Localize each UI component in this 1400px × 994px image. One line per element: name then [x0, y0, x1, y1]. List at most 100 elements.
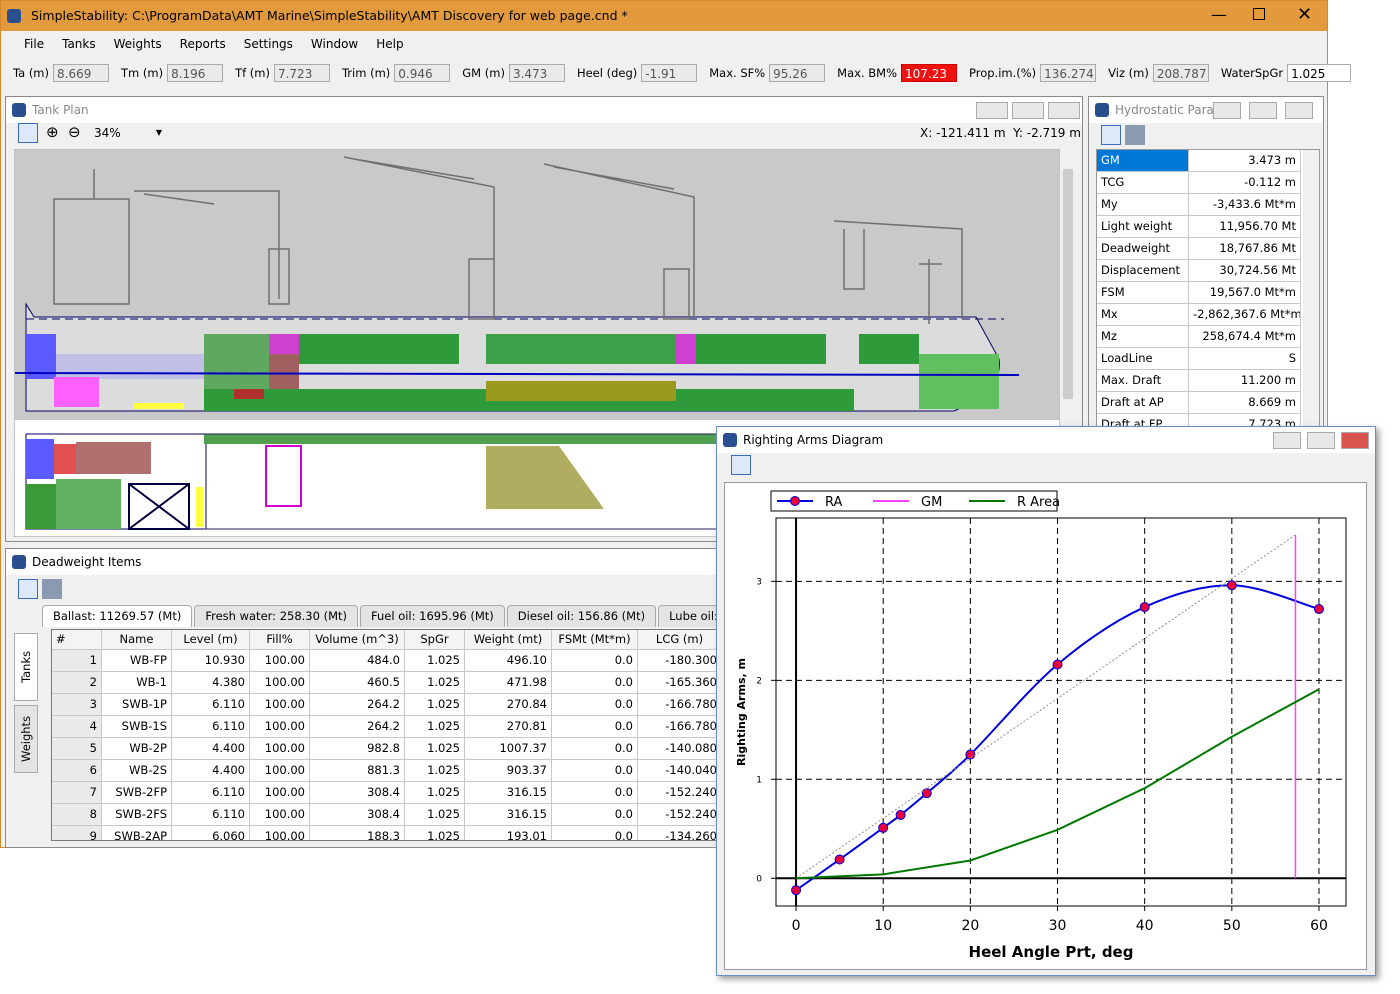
- zoom-in[interactable]: ⊕: [46, 123, 59, 141]
- menu-item[interactable]: Settings: [243, 37, 293, 51]
- row-value: 11,956.70 Mt: [1189, 216, 1301, 238]
- cell-value: 100.00: [250, 782, 310, 804]
- row-value: 30,724.56 Mt: [1189, 260, 1301, 282]
- maximize[interactable]: [1253, 8, 1265, 20]
- field-value: 107.23: [901, 64, 957, 82]
- row-number: 8: [52, 804, 102, 826]
- row-number: 4: [52, 716, 102, 738]
- row-number: 1: [52, 650, 102, 672]
- menu-item[interactable]: File: [24, 37, 45, 51]
- cell-value: 0.0: [552, 694, 638, 716]
- data-point: [1139, 602, 1150, 613]
- restore[interactable]: [1249, 102, 1277, 119]
- fit-button[interactable]: [18, 123, 38, 143]
- cell-value: 881.3: [310, 760, 405, 782]
- minimize[interactable]: [1213, 102, 1241, 119]
- row-label: FSM: [1097, 282, 1189, 304]
- export-button[interactable]: [731, 455, 751, 475]
- field-value: -1.91: [641, 64, 698, 82]
- menu-item[interactable]: Help: [376, 37, 404, 51]
- field-label: Viz (m): [1108, 66, 1149, 80]
- menu-item[interactable]: Weights: [113, 37, 162, 51]
- cell-value: SWB-2AP: [102, 826, 172, 840]
- cell-value: 1.025: [405, 826, 465, 840]
- field-label: Prop.im.(%): [969, 66, 1037, 80]
- side-tab[interactable]: Tanks: [14, 633, 38, 701]
- row-number: 6: [52, 760, 102, 782]
- column-header: FSMt (Mt*m): [552, 630, 638, 650]
- caption: Deadweight Items: [6, 549, 724, 575]
- field-value: 95.26: [769, 64, 826, 82]
- menu-item[interactable]: Reports: [179, 37, 226, 51]
- export-button[interactable]: [18, 579, 38, 599]
- row-label: My: [1097, 194, 1189, 216]
- zoom-select[interactable]: 34% ▼: [94, 126, 162, 140]
- caption: Hydrostatic Para...: [1089, 97, 1323, 123]
- minimize[interactable]: —: [1211, 5, 1227, 24]
- tab[interactable]: Fuel oil: 1695.96 (Mt): [360, 605, 505, 627]
- close[interactable]: ✕: [1297, 4, 1313, 25]
- ship-drawing: [14, 149, 1076, 537]
- data-point: [895, 809, 906, 820]
- cell-value: 6.110: [172, 804, 250, 826]
- field-value: 7.723: [273, 64, 330, 82]
- field-value: 208.787: [1152, 64, 1209, 82]
- close[interactable]: [1285, 102, 1313, 119]
- x-axis-label: Heel Angle Prt, deg: [969, 943, 1134, 961]
- cell-value: 0.0: [552, 672, 638, 694]
- data-point: [1052, 659, 1063, 670]
- minimize[interactable]: [976, 102, 1008, 119]
- tank-plan-title: Tank Plan: [32, 103, 89, 117]
- close[interactable]: [1048, 102, 1080, 119]
- row-value: -2,862,367.6 Mt*m: [1189, 304, 1301, 326]
- cell-value: 4.400: [172, 760, 250, 782]
- cell-value: 0.0: [552, 804, 638, 826]
- gm-reference-line: [795, 534, 1296, 879]
- column-header: LCG (m): [638, 630, 722, 650]
- menu-item[interactable]: Window: [310, 37, 359, 51]
- tab[interactable]: Diesel oil: 156.86 (Mt): [506, 605, 657, 627]
- caption: Tank Plan: [6, 97, 1082, 123]
- cell-value: 10.930: [172, 650, 250, 672]
- cell-value: -152.240: [638, 782, 722, 804]
- legend-label: GM: [921, 495, 942, 510]
- restore[interactable]: [1012, 102, 1044, 119]
- data-point: [878, 822, 889, 833]
- cell-value: 100.00: [250, 672, 310, 694]
- field-value: 8.669: [53, 64, 109, 82]
- data-point: [1226, 580, 1237, 591]
- settings-button[interactable]: [42, 579, 62, 599]
- y-tick-label: 1: [756, 775, 762, 785]
- minimize[interactable]: [1273, 432, 1301, 449]
- cell-value: 4.400: [172, 738, 250, 760]
- side-tab-strip: Tanks Weights: [14, 633, 38, 823]
- row-value: 11.200 m: [1189, 370, 1301, 392]
- field-label: WaterSpGr: [1220, 66, 1284, 80]
- cell-value: 0.0: [552, 760, 638, 782]
- close[interactable]: [1341, 432, 1369, 449]
- menu-item[interactable]: Tanks: [62, 37, 96, 51]
- cell-value: 264.2: [310, 716, 405, 738]
- y-tick-label: 0: [756, 874, 762, 884]
- side-tab[interactable]: Weights: [14, 705, 38, 773]
- field-label: Tf (m): [235, 66, 270, 80]
- settings-button[interactable]: [1125, 125, 1145, 145]
- zoom-out[interactable]: ⊖: [68, 123, 81, 141]
- cell-value: 308.4: [310, 804, 405, 826]
- tab[interactable]: Fresh water: 258.30 (Mt): [194, 605, 358, 627]
- cell-value: -180.300: [638, 650, 722, 672]
- x-tick-label: 50: [1223, 918, 1241, 934]
- cell-value: SWB-2FS: [102, 804, 172, 826]
- row-value: -3,433.6 Mt*m: [1189, 194, 1301, 216]
- export-button[interactable]: [1101, 125, 1121, 145]
- tab-strip: Ballast: 11269.57 (Mt) Fresh water: 258.3…: [42, 605, 802, 627]
- y-axis-label: Righting Arms, m: [735, 658, 748, 766]
- cell-value: 471.98: [465, 672, 552, 694]
- tab[interactable]: Ballast: 11269.57 (Mt): [42, 605, 193, 627]
- field-value: 136.274: [1040, 64, 1097, 82]
- column-header: #: [52, 630, 102, 650]
- column-header: Weight (mt): [465, 630, 552, 650]
- data-point: [921, 788, 932, 799]
- icon: [723, 433, 737, 447]
- restore[interactable]: [1307, 432, 1335, 449]
